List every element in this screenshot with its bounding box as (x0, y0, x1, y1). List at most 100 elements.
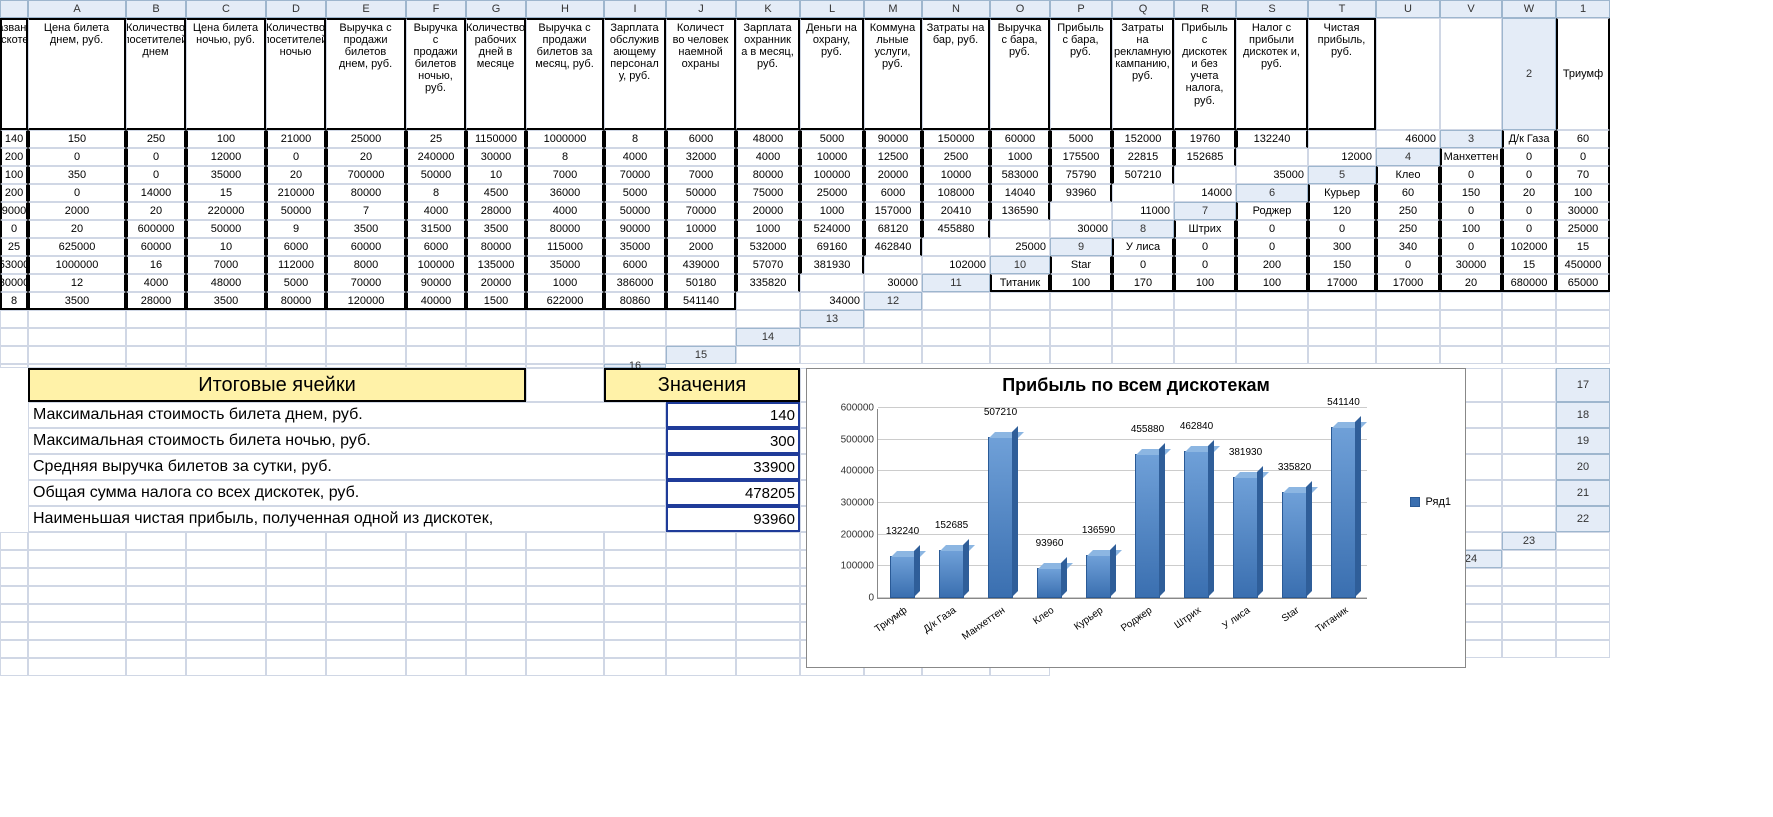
empty-cell[interactable] (406, 658, 466, 676)
empty-cell[interactable] (666, 550, 736, 568)
table-cell[interactable]: 4000 (126, 274, 186, 292)
table-cell[interactable]: 90000 (864, 130, 922, 148)
empty-cell[interactable] (604, 622, 666, 640)
empty-cell[interactable] (1502, 346, 1556, 364)
empty-cell[interactable] (526, 346, 604, 364)
table-cell[interactable]: 80000 (266, 292, 326, 310)
table-cell[interactable] (800, 274, 864, 292)
empty-cell[interactable] (526, 532, 604, 550)
table-cell[interactable]: 35000 (604, 238, 666, 256)
empty-cell[interactable] (326, 586, 406, 604)
table-cell[interactable]: 150000 (922, 130, 990, 148)
empty-cell[interactable] (1308, 310, 1376, 328)
table-cell[interactable] (736, 292, 800, 310)
empty-cell[interactable] (1502, 550, 1556, 568)
summary-value[interactable]: 140 (666, 402, 800, 428)
table-cell[interactable]: 12000 (1308, 148, 1376, 166)
empty-cell[interactable] (0, 568, 28, 586)
table-cell[interactable]: 17000 (1376, 274, 1440, 292)
empty-cell[interactable] (28, 604, 126, 622)
empty-cell[interactable] (604, 310, 666, 328)
empty-cell[interactable] (0, 532, 28, 550)
table-header-cell[interactable]: Зарплата охранник а в месяц, руб. (736, 18, 800, 130)
row-header[interactable]: 10 (990, 256, 1050, 274)
table-cell[interactable]: 439000 (666, 256, 736, 274)
table-cell[interactable]: 6000 (864, 184, 922, 202)
empty-cell[interactable] (28, 310, 126, 328)
table-cell[interactable]: 102000 (1502, 238, 1556, 256)
empty-cell[interactable] (736, 604, 800, 622)
table-cell[interactable]: 65000 (1556, 274, 1610, 292)
table-cell[interactable]: 0 (266, 148, 326, 166)
empty-cell[interactable] (526, 640, 604, 658)
row-header[interactable]: 12 (864, 292, 922, 310)
empty-cell[interactable] (406, 568, 466, 586)
table-cell[interactable]: Д/к Газа (1502, 130, 1556, 148)
table-cell[interactable]: 0 (126, 148, 186, 166)
table-cell[interactable]: Роджер (1236, 202, 1308, 220)
table-cell[interactable]: 20 (266, 166, 326, 184)
table-cell[interactable]: 100 (1440, 220, 1502, 238)
empty-cell[interactable] (126, 328, 186, 346)
empty-cell[interactable] (922, 328, 990, 346)
row-header[interactable]: 22 (1556, 506, 1610, 532)
table-cell[interactable]: 150 (28, 130, 126, 148)
table-header-cell[interactable]: Чистая прибыль, руб. (1308, 18, 1376, 130)
table-cell[interactable]: 20 (1440, 274, 1502, 292)
empty-cell[interactable] (1502, 480, 1556, 506)
empty-cell[interactable] (526, 568, 604, 586)
table-cell[interactable]: 132240 (1236, 130, 1308, 148)
empty-cell[interactable] (1502, 454, 1556, 480)
empty-cell[interactable] (466, 328, 526, 346)
table-cell[interactable]: 135000 (466, 256, 526, 274)
table-cell[interactable]: 20 (28, 220, 126, 238)
table-cell[interactable]: 21000 (266, 130, 326, 148)
column-header[interactable]: I (604, 0, 666, 18)
table-cell[interactable]: 170 (1112, 274, 1174, 292)
table-cell[interactable]: 0 (1440, 166, 1502, 184)
table-cell[interactable]: 70000 (666, 202, 736, 220)
empty-cell[interactable] (326, 568, 406, 586)
empty-cell[interactable] (28, 640, 126, 658)
table-cell[interactable]: 28000 (466, 202, 526, 220)
column-header[interactable]: V (1440, 0, 1502, 18)
empty-cell[interactable] (126, 640, 186, 658)
empty-cell[interactable] (666, 310, 736, 328)
table-cell[interactable]: 8 (0, 292, 28, 310)
empty-cell[interactable] (604, 550, 666, 568)
table-cell[interactable]: 68120 (864, 220, 922, 238)
empty-cell[interactable] (126, 346, 186, 364)
empty-cell[interactable] (604, 328, 666, 346)
empty-cell[interactable] (326, 532, 406, 550)
table-cell[interactable]: 80000 (326, 184, 406, 202)
table-cell[interactable]: 120000 (326, 292, 406, 310)
table-cell[interactable]: 112000 (266, 256, 326, 274)
table-cell[interactable]: 80000 (466, 238, 526, 256)
empty-cell[interactable] (406, 532, 466, 550)
row-header[interactable]: 4 (1376, 148, 1440, 166)
empty-cell[interactable] (266, 532, 326, 550)
summary-label[interactable]: Максимальная стоимость билета днем, руб. (28, 402, 666, 428)
table-cell[interactable] (1174, 166, 1236, 184)
table-cell[interactable]: 4500 (466, 184, 526, 202)
empty-cell[interactable] (326, 550, 406, 568)
table-cell[interactable]: 80000 (526, 220, 604, 238)
empty-cell[interactable] (736, 310, 800, 328)
table-cell[interactable]: 60000 (326, 238, 406, 256)
table-cell[interactable]: 6000 (604, 256, 666, 274)
table-cell[interactable]: 507210 (1112, 166, 1174, 184)
empty-cell[interactable] (922, 346, 990, 364)
empty-cell[interactable] (406, 586, 466, 604)
table-cell[interactable]: 100000 (800, 166, 864, 184)
table-cell[interactable]: 1150000 (466, 130, 526, 148)
empty-cell[interactable] (28, 586, 126, 604)
table-header-cell[interactable]: Выручка с бара, руб. (990, 18, 1050, 130)
table-cell[interactable]: 210000 (266, 184, 326, 202)
table-header-cell[interactable]: Затраты на рекламную кампанию, руб. (1112, 18, 1174, 130)
empty-cell[interactable] (126, 622, 186, 640)
table-cell[interactable]: 4000 (526, 202, 604, 220)
empty-cell[interactable] (666, 640, 736, 658)
empty-cell[interactable] (0, 640, 28, 658)
row-header[interactable]: 15 (666, 346, 736, 364)
table-cell[interactable]: 157000 (864, 202, 922, 220)
